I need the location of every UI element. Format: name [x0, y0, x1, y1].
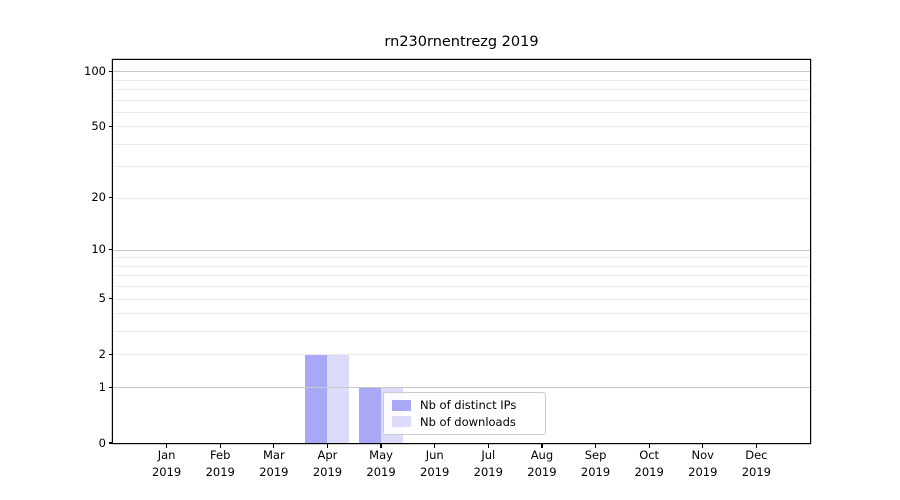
gridline-minor	[113, 197, 810, 199]
y-tick-label: 5	[98, 291, 106, 306]
x-tick-mark	[487, 443, 489, 448]
legend-entry: Nb of distinct IPs	[392, 398, 537, 412]
y-tick-mark	[109, 70, 113, 72]
x-tick-mark	[166, 443, 168, 448]
gridline-minor	[113, 298, 810, 300]
y-tick-mark	[109, 386, 113, 388]
gridline-minor	[113, 99, 810, 101]
x-tick-label: Nov 2019	[688, 448, 718, 479]
y-tick-label: 100	[84, 63, 106, 78]
gridline-minor	[113, 257, 810, 259]
legend-swatch-downloads	[392, 416, 411, 428]
x-tick-mark	[219, 443, 221, 448]
gridline-minor	[113, 88, 810, 90]
x-tick-mark	[702, 443, 704, 448]
legend-entry: Nb of downloads	[392, 415, 537, 429]
gridline-minor	[113, 143, 810, 145]
gridline-major	[113, 71, 810, 73]
x-tick-label: Dec 2019	[741, 448, 772, 479]
y-tick-mark	[109, 249, 113, 251]
gridline-minor	[113, 166, 810, 168]
plot-area	[109, 60, 810, 448]
legend-label: Nb of downloads	[420, 414, 516, 429]
bar-apr-downloads	[327, 354, 350, 443]
y-tick-mark	[109, 298, 113, 300]
x-tick-label: Aug 2019	[527, 448, 557, 479]
y-tick-label: 1	[98, 379, 106, 394]
chart-title: rn230rnentrezg 2019	[384, 34, 539, 50]
x-tick-mark	[755, 443, 757, 448]
legend-label: Nb of distinct IPs	[420, 398, 517, 413]
gridline-minor	[113, 286, 810, 288]
x-tick-mark	[434, 443, 436, 448]
y-tick-mark	[109, 353, 113, 356]
bar-apr-distinct-ips	[305, 354, 328, 443]
x-tick-mark	[541, 443, 543, 448]
x-tick-label: May 2019	[366, 448, 396, 479]
x-tick-mark	[594, 443, 597, 448]
x-tick-label: Jul 2019	[473, 448, 503, 479]
gridline-minor	[113, 331, 810, 333]
gridline-minor	[113, 126, 810, 128]
y-tick-label: 2	[98, 346, 106, 361]
x-tick-label: Oct 2019	[634, 448, 664, 479]
y-tick-mark	[109, 197, 113, 199]
gridline-minor	[113, 111, 810, 113]
gridline-minor	[113, 265, 810, 267]
legend-swatch-distinct-ips	[392, 399, 411, 411]
x-tick-label: Sep 2019	[580, 448, 611, 479]
gridline-minor	[113, 313, 810, 315]
y-tick-label: 10	[91, 242, 106, 257]
x-tick-mark	[380, 443, 382, 448]
y-tick-label: 20	[91, 190, 106, 205]
x-tick-mark	[326, 443, 329, 448]
bar-may-distinct-ips	[359, 387, 382, 443]
x-tick-label: Feb 2019	[205, 448, 235, 479]
y-tick-label: 50	[91, 118, 106, 133]
x-tick-label: Apr 2019	[312, 448, 343, 479]
x-tick-label: Jun 2019	[420, 448, 450, 479]
y-tick-mark	[109, 442, 113, 444]
gridline-major	[113, 387, 810, 389]
x-tick-label: Jan 2019	[151, 448, 182, 479]
legend: Nb of distinct IPs Nb of downloads	[383, 392, 546, 435]
x-tick-mark	[648, 443, 650, 448]
gridline-minor	[113, 79, 810, 81]
gridline-minor	[113, 275, 810, 277]
gridline-minor	[113, 354, 810, 356]
y-tick-label: 0	[98, 435, 106, 450]
x-tick-label: Mar 2019	[259, 448, 289, 479]
gridline-major	[113, 249, 810, 251]
y-tick-mark	[109, 125, 113, 127]
x-tick-mark	[273, 443, 275, 448]
